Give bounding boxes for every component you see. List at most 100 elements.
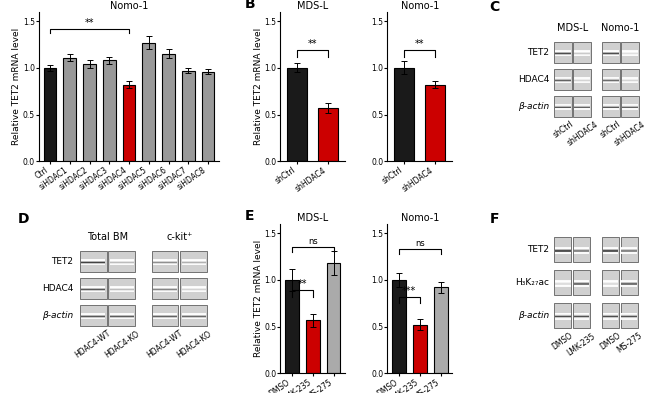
Bar (622, 78, 638, 80)
Bar (602, 69, 620, 90)
Bar (622, 53, 638, 55)
Bar (573, 281, 589, 282)
Bar (108, 305, 135, 326)
Bar (622, 314, 637, 315)
Bar (153, 317, 177, 318)
Bar (573, 318, 589, 320)
Bar (81, 290, 105, 291)
Bar (153, 291, 177, 292)
Text: TET2: TET2 (52, 257, 73, 266)
Bar (621, 69, 639, 90)
Bar (180, 251, 207, 272)
Bar (180, 278, 207, 299)
Bar (285, 280, 298, 373)
Bar (574, 105, 590, 107)
Bar (573, 314, 589, 316)
Bar (622, 314, 637, 316)
Bar (110, 313, 134, 314)
Bar (153, 264, 177, 265)
Text: Total BM: Total BM (87, 232, 128, 242)
Bar (110, 263, 134, 264)
Bar (574, 81, 590, 83)
Bar (182, 259, 206, 261)
Bar (574, 51, 590, 53)
Bar (574, 53, 590, 55)
Bar (555, 314, 571, 315)
Bar (603, 281, 618, 282)
Text: H₃K₂₇ac: H₃K₂₇ac (515, 278, 549, 287)
Bar (603, 80, 619, 82)
Bar (110, 314, 134, 315)
Bar (555, 105, 571, 107)
Bar (603, 81, 619, 82)
Bar (603, 252, 618, 253)
Bar (622, 106, 638, 107)
Bar (622, 249, 637, 251)
Bar (555, 283, 571, 285)
Bar (153, 315, 177, 316)
Bar (555, 78, 571, 80)
Bar (327, 263, 340, 373)
Bar (603, 55, 619, 56)
Bar (573, 248, 589, 250)
Bar (555, 107, 571, 108)
Bar (574, 104, 590, 105)
Bar (603, 249, 618, 251)
Bar (603, 78, 619, 79)
Bar (110, 287, 134, 288)
Bar (620, 303, 638, 328)
Bar (603, 81, 619, 83)
Bar (574, 107, 590, 108)
Bar (622, 313, 637, 314)
Bar (573, 252, 589, 254)
Bar (603, 285, 618, 286)
Bar (110, 288, 134, 289)
Bar (622, 53, 638, 54)
Bar (622, 252, 637, 254)
Bar (434, 287, 447, 373)
Bar (182, 313, 206, 314)
Bar (622, 54, 638, 55)
Text: HDAC4: HDAC4 (42, 284, 73, 293)
Bar (622, 248, 637, 250)
Text: HDAC4-KO: HDAC4-KO (175, 329, 213, 359)
Bar (182, 314, 206, 316)
Text: LMK-235: LMK-235 (565, 331, 597, 357)
Bar (622, 107, 638, 108)
Text: MDS-L: MDS-L (557, 23, 588, 33)
Bar (110, 314, 134, 316)
Bar (603, 316, 618, 318)
Bar (574, 106, 590, 107)
Bar (153, 261, 177, 262)
Bar (603, 52, 619, 53)
Bar (603, 283, 618, 285)
Bar (151, 251, 178, 272)
Bar (555, 318, 571, 320)
Bar (622, 51, 638, 53)
Bar (573, 317, 589, 319)
Bar (603, 316, 618, 318)
Bar (555, 317, 571, 319)
Bar (554, 270, 571, 296)
Bar (555, 52, 571, 53)
Bar (573, 251, 589, 252)
Bar (555, 282, 571, 284)
Bar (555, 252, 571, 253)
Bar (622, 248, 637, 250)
Bar (602, 303, 619, 328)
Bar (555, 106, 571, 107)
Bar (574, 105, 590, 106)
Bar (622, 282, 637, 284)
Bar (110, 318, 134, 319)
Bar (182, 261, 206, 263)
Bar (622, 78, 638, 79)
Bar (574, 80, 590, 81)
Bar (182, 289, 206, 291)
Text: β-actin: β-actin (518, 311, 549, 320)
Bar (81, 287, 105, 288)
Title: Nomo-1: Nomo-1 (110, 1, 148, 11)
Text: ns: ns (308, 237, 317, 246)
Bar (555, 78, 571, 79)
Bar (182, 317, 206, 318)
Bar (81, 263, 105, 264)
